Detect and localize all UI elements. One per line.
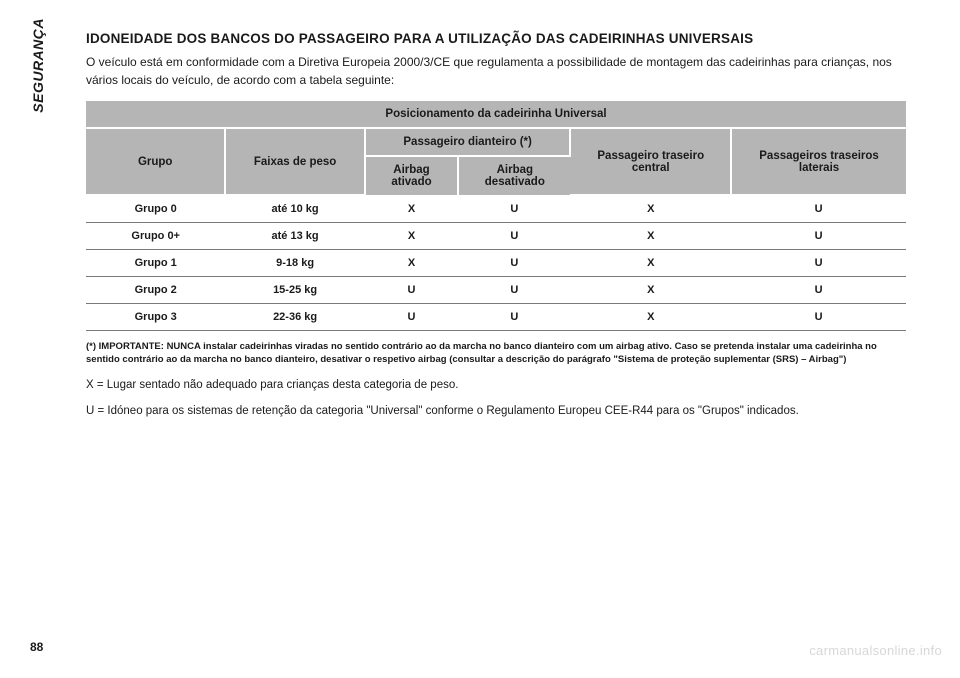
cell-weight: até 10 kg [225, 195, 364, 223]
cell-weight: 15-25 kg [225, 277, 364, 304]
cell-airbag-off: U [458, 277, 570, 304]
watermark: carmanualsonline.info [809, 643, 942, 658]
cell-airbag-off: U [458, 304, 570, 331]
col-airbag-off: Airbag desativado [458, 156, 570, 195]
cell-group: Grupo 2 [86, 277, 225, 304]
cell-weight: 9-18 kg [225, 250, 364, 277]
col-group: Grupo [86, 128, 225, 195]
cell-airbag-on: X [365, 250, 458, 277]
col-front-span: Passageiro dianteiro (*) [365, 128, 571, 156]
cell-rear-center: X [570, 250, 731, 277]
cell-airbag-on: U [365, 304, 458, 331]
cell-group: Grupo 0+ [86, 223, 225, 250]
cell-weight: até 13 kg [225, 223, 364, 250]
cell-rear-side: U [731, 223, 906, 250]
cell-airbag-off: U [458, 223, 570, 250]
cell-airbag-off: U [458, 195, 570, 223]
footnote: (*) IMPORTANTE: NUNCA instalar cadeirinh… [86, 341, 906, 367]
side-tab-label: SEGURANÇA [30, 18, 46, 113]
cell-rear-center: X [570, 304, 731, 331]
col-rear-side: Passageiros traseiros laterais [731, 128, 906, 195]
page-title: IDONEIDADE DOS BANCOS DO PASSAGEIRO PARA… [86, 30, 906, 48]
page-number: 88 [30, 640, 43, 654]
cell-rear-side: U [731, 277, 906, 304]
cell-airbag-off: U [458, 250, 570, 277]
cell-group: Grupo 1 [86, 250, 225, 277]
cell-rear-center: X [570, 277, 731, 304]
cell-airbag-on: X [365, 195, 458, 223]
page: SEGURANÇA 88 IDONEIDADE DOS BANCOS DO PA… [0, 0, 960, 678]
legend-x: X = Lugar sentado não adequado para cria… [86, 377, 906, 394]
table-row: Grupo 0 até 10 kg X U X U [86, 195, 906, 223]
col-airbag-on: Airbag ativado [365, 156, 458, 195]
col-rear-center: Passageiro traseiro central [570, 128, 731, 195]
seat-suitability-table: Posicionamento da cadeirinha Universal G… [86, 101, 906, 331]
cell-group: Grupo 0 [86, 195, 225, 223]
cell-airbag-on: U [365, 277, 458, 304]
cell-rear-center: X [570, 195, 731, 223]
table-body: Grupo 0 até 10 kg X U X U Grupo 0+ até 1… [86, 195, 906, 331]
table-row: Grupo 3 22-36 kg U U X U [86, 304, 906, 331]
cell-airbag-on: X [365, 223, 458, 250]
table-row: Grupo 1 9-18 kg X U X U [86, 250, 906, 277]
cell-group: Grupo 3 [86, 304, 225, 331]
intro-text: O veículo está em conformidade com a Dir… [86, 54, 906, 89]
cell-rear-center: X [570, 223, 731, 250]
table-row: Grupo 2 15-25 kg U U X U [86, 277, 906, 304]
cell-rear-side: U [731, 195, 906, 223]
cell-rear-side: U [731, 304, 906, 331]
table-header-span: Posicionamento da cadeirinha Universal [86, 101, 906, 128]
col-weight: Faixas de peso [225, 128, 364, 195]
cell-rear-side: U [731, 250, 906, 277]
legend-u: U = Idóneo para os sistemas de retenção … [86, 403, 906, 420]
table-row: Grupo 0+ até 13 kg X U X U [86, 223, 906, 250]
cell-weight: 22-36 kg [225, 304, 364, 331]
